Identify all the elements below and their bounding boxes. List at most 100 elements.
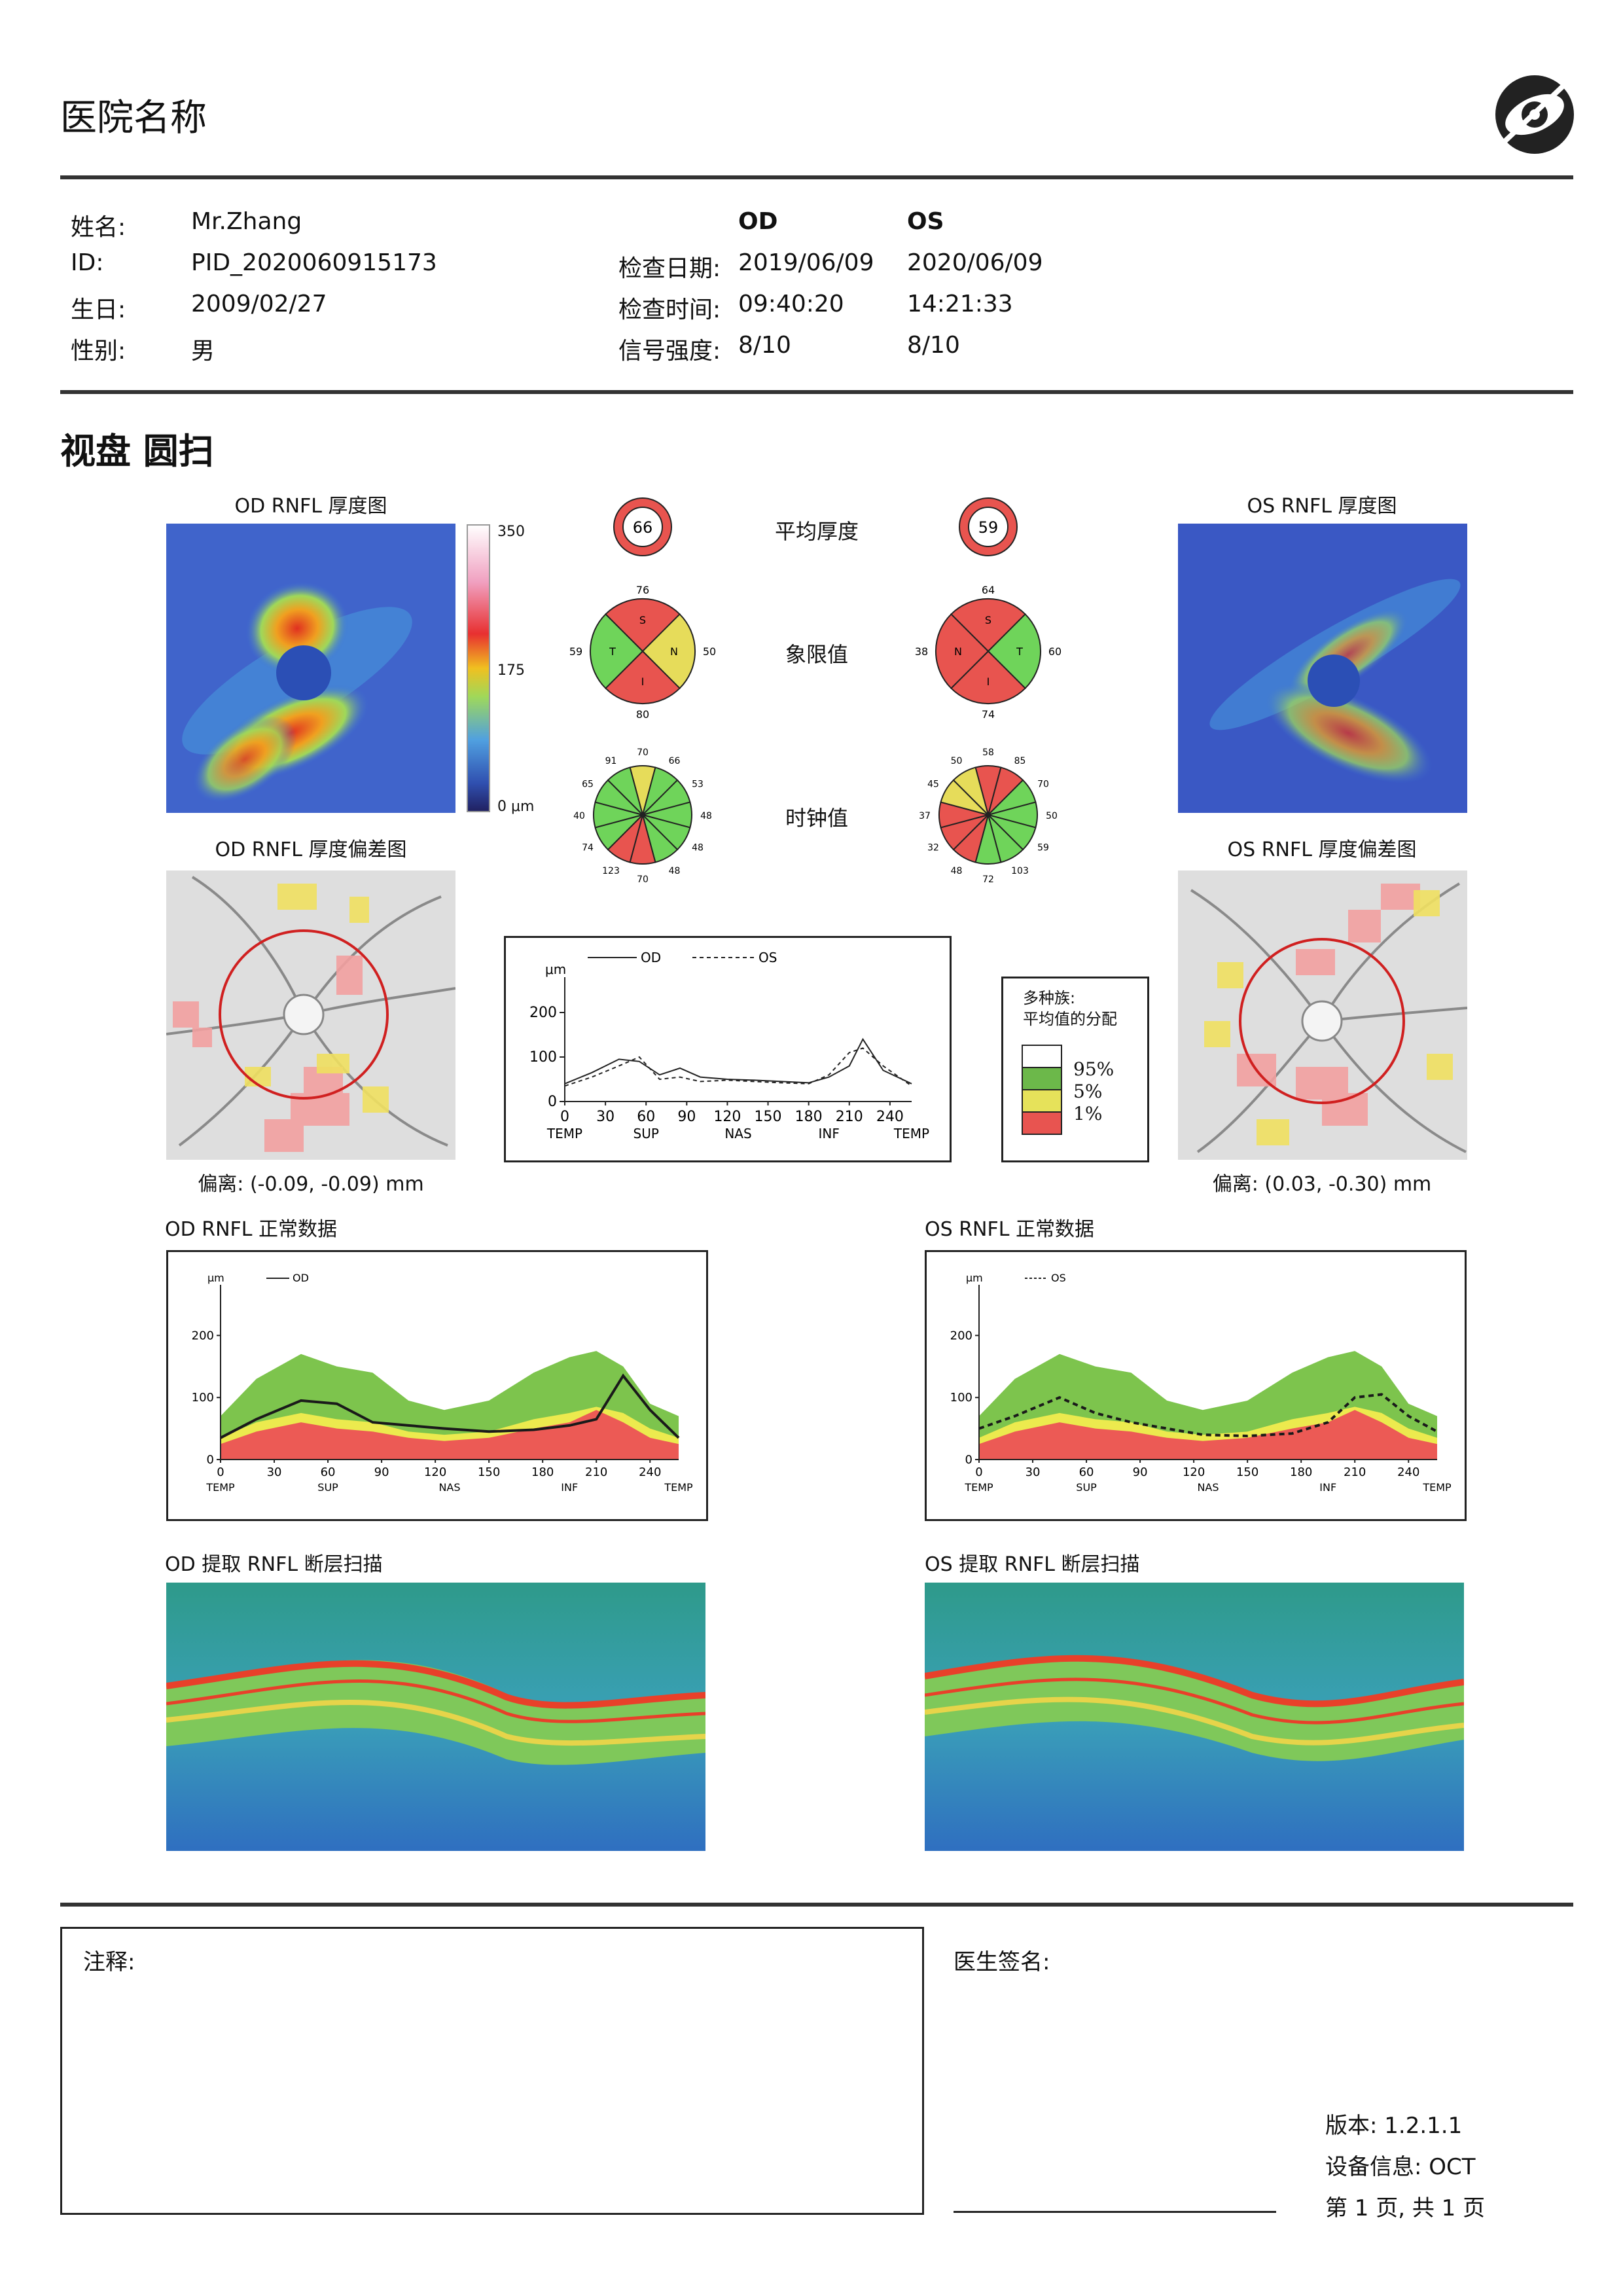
tsnit-axes xyxy=(564,977,912,1102)
tsnit-y-label: 100 xyxy=(529,1049,557,1066)
os-q-value-s: 64 xyxy=(982,584,995,596)
od-clock-value-1: 66 xyxy=(669,756,681,766)
notes-box[interactable] xyxy=(60,1927,924,2215)
os-normative-title: OS RNFL 正常数据 xyxy=(925,1218,1094,1241)
os-norm-y-label: 200 xyxy=(950,1329,972,1342)
legend-yellow-swatch xyxy=(1022,1089,1062,1113)
os-norm-x-label: 180 xyxy=(1290,1465,1312,1479)
os-norm-x-label: 90 xyxy=(1133,1465,1148,1479)
od-quadrant-t xyxy=(590,613,644,690)
os-offset: 偏离: (0.03, -0.30) mm xyxy=(1212,1173,1432,1196)
od-norm-region-label: INF xyxy=(561,1481,578,1494)
os-exam-date: 2020/06/09 xyxy=(907,249,1043,276)
version-info: 版本: 1.2.1.1 xyxy=(1325,2113,1463,2139)
os-quadrant-s xyxy=(950,598,1027,653)
os-norm-abnormal-band xyxy=(979,1410,1437,1460)
od-quadrant-n xyxy=(641,613,696,690)
quadrant-label: 象限值 xyxy=(785,642,848,667)
os-quadrant-t xyxy=(987,613,1041,690)
page-info: 第 1 页, 共 1 页 xyxy=(1325,2195,1486,2221)
os-quadrant-i xyxy=(950,650,1027,704)
os-clock-value-7: 48 xyxy=(951,866,963,876)
od-q-letter-n: N xyxy=(670,645,678,658)
os-norm-region-label: INF xyxy=(1319,1481,1336,1494)
od-clock-value-10: 65 xyxy=(582,780,594,790)
os-norm-legend-label: OS xyxy=(1051,1272,1066,1284)
od-norm-y-label: 200 xyxy=(192,1329,214,1342)
section-title: 视盘 圆扫 xyxy=(60,431,214,472)
legend-green-swatch xyxy=(1022,1067,1062,1090)
clock-label: 时钟值 xyxy=(785,806,848,831)
os-signal: 8/10 xyxy=(907,332,960,359)
os-q-letter-i: I xyxy=(987,675,990,688)
os-norm-region-label: TEMP xyxy=(1422,1481,1452,1494)
od-norm-x-label: 240 xyxy=(639,1465,661,1479)
tsnit-region-label: NAS xyxy=(724,1126,751,1141)
tsnit-y-label: 0 xyxy=(548,1094,557,1110)
os-average-value: 59 xyxy=(978,518,999,537)
tsnit-x-label: 240 xyxy=(876,1109,904,1125)
od-q-value-t: 59 xyxy=(569,645,582,658)
od-q-letter-t: T xyxy=(609,645,616,658)
os-clock-value-8: 32 xyxy=(927,843,939,853)
os-q-letter-s: S xyxy=(985,614,991,626)
od-clock-value-3: 48 xyxy=(700,811,712,821)
exam-date-label: 检查日期: xyxy=(618,255,721,282)
distribution-legend-title-2: 平均值的分配 xyxy=(1023,1010,1117,1028)
od-norm-region-label: TEMP xyxy=(205,1481,235,1494)
os-norm-region-label: NAS xyxy=(1197,1481,1219,1494)
os-clock-value-6: 72 xyxy=(982,874,994,884)
od-norm-x-label: 30 xyxy=(267,1465,282,1479)
od-offset: 偏离: (-0.09, -0.09) mm xyxy=(198,1173,424,1196)
os-clock-value-4: 59 xyxy=(1037,843,1049,853)
od-norm-x-label: 90 xyxy=(374,1465,389,1479)
os-exam-time: 14:21:33 xyxy=(907,291,1013,317)
tsnit-x-label: 210 xyxy=(836,1109,863,1125)
name-value: Mr.Zhang xyxy=(191,208,302,235)
tsnit-x-label: 180 xyxy=(795,1109,823,1125)
legend-red-swatch xyxy=(1022,1111,1062,1135)
tsnit-legend-od: OD xyxy=(641,950,661,965)
device-info: 设备信息: OCT xyxy=(1325,2154,1476,2180)
tsnit-x-label: 150 xyxy=(755,1109,782,1125)
sex-label: 性别: xyxy=(71,338,126,365)
od-bscan-image xyxy=(166,1583,705,1851)
od-bscan-title: OD 提取 RNFL 断层扫描 xyxy=(165,1553,383,1576)
os-norm-series-line xyxy=(978,1393,1438,1438)
name-label: 姓名: xyxy=(71,214,126,241)
distribution-legend-title-1: 多种族: xyxy=(1023,989,1076,1007)
dob-label: 生日: xyxy=(71,296,126,323)
thickness-color-scale xyxy=(467,524,490,812)
info-divider xyxy=(60,390,1573,394)
od-clock-value-11: 91 xyxy=(605,756,617,766)
signature-line[interactable] xyxy=(954,2211,1276,2213)
os-norm-y-label: 100 xyxy=(950,1391,972,1405)
os-clock-value-10: 45 xyxy=(927,780,939,790)
os-thickness-map xyxy=(1178,524,1467,813)
tsnit-y-label: 200 xyxy=(529,1005,557,1021)
tsnit-region-label: TEMP xyxy=(893,1126,929,1141)
os-clock-chart: 58 85 70 50 59 103 72 48 32 37 45 50 xyxy=(919,747,1058,884)
legend-5: 5% xyxy=(1073,1081,1103,1102)
os-norm-x-label: 60 xyxy=(1079,1465,1094,1479)
tsnit-x-label: 0 xyxy=(560,1109,569,1125)
tsnit-x-label: 90 xyxy=(677,1109,696,1125)
od-norm-x-label: 120 xyxy=(424,1465,446,1479)
od-norm-x-label: 60 xyxy=(321,1465,336,1479)
os-clock-value-3: 50 xyxy=(1046,811,1058,821)
os-q-letter-n: N xyxy=(954,645,962,658)
legend-1: 1% xyxy=(1073,1103,1103,1124)
os-bscan-image xyxy=(925,1583,1464,1851)
os-clock-value-2: 70 xyxy=(1037,780,1049,790)
tsnit-x-label: 30 xyxy=(596,1109,615,1125)
od-clock-sector-11 xyxy=(607,766,644,817)
id-label: ID: xyxy=(71,249,104,276)
scale-top-label: 350 xyxy=(497,524,525,540)
od-norm-series-line xyxy=(220,1373,680,1439)
od-thickness-title: OD RNFL 厚度图 xyxy=(234,495,387,518)
tsnit-x-label: 120 xyxy=(713,1109,741,1125)
os-quadrant-n xyxy=(935,613,990,690)
tsnit-legend-os: OS xyxy=(758,950,777,965)
tsnit-region-label: TEMP xyxy=(546,1126,582,1141)
od-norm-region-label: NAS xyxy=(438,1481,460,1494)
